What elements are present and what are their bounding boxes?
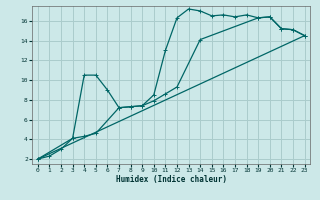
X-axis label: Humidex (Indice chaleur): Humidex (Indice chaleur) [116, 175, 227, 184]
